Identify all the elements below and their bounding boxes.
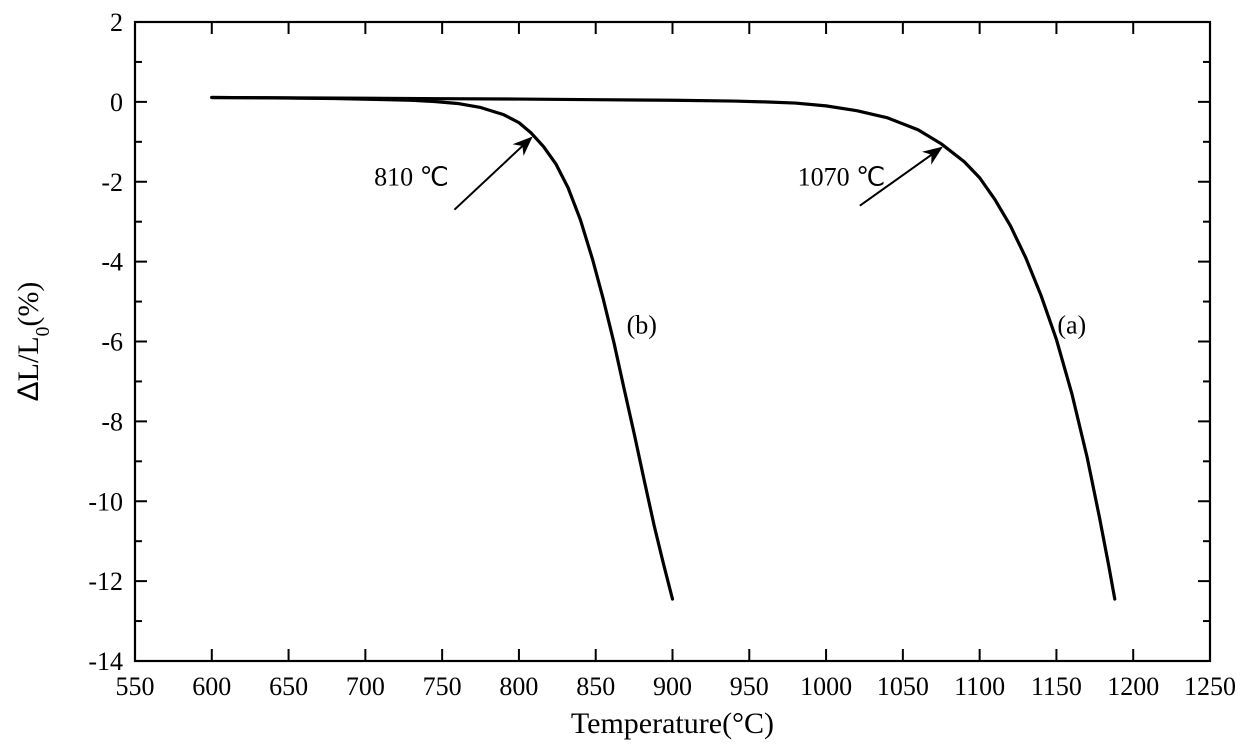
dilatometry-chart: 550 600 650 700 750 800 850 900 950 1000 1050 1100 1… xyxy=(0,0,1240,751)
annotation-text-a: 1070 ℃ xyxy=(798,163,886,192)
x-tick-label: 1100 xyxy=(954,672,1005,701)
series-label-b: (b) xyxy=(627,311,657,340)
x-tick-label: 1150 xyxy=(1031,672,1082,701)
x-tick-label: 850 xyxy=(576,672,615,701)
chart-svg: 550 600 650 700 750 800 850 900 950 1000 1050 1100 1… xyxy=(0,0,1240,751)
y-tick-label: 0 xyxy=(110,88,123,117)
y-tick-label: -6 xyxy=(101,328,123,357)
series-a xyxy=(212,97,1115,599)
y-tick-label: -2 xyxy=(101,168,123,197)
x-tick-label: 1200 xyxy=(1107,672,1159,701)
plot-frame xyxy=(135,22,1210,661)
y-tick-label: -10 xyxy=(88,487,123,516)
x-tick-label: 1000 xyxy=(800,672,852,701)
x-tick-label: 1250 xyxy=(1184,672,1236,701)
x-tick-label: 750 xyxy=(423,672,462,701)
x-tick-label: 900 xyxy=(653,672,692,701)
y-tick-label: 2 xyxy=(110,8,123,37)
x-tick-label: 800 xyxy=(499,672,538,701)
annotation-arrow-b xyxy=(454,138,531,210)
y-tick-label: -14 xyxy=(88,647,123,676)
y-tick-label: -12 xyxy=(88,567,123,596)
series-label-a: (a) xyxy=(1057,311,1086,340)
x-tick-label: 600 xyxy=(192,672,231,701)
x-tick-label: 550 xyxy=(116,672,155,701)
annotation-text-b: 810 ℃ xyxy=(374,163,449,192)
x-tick-label: 650 xyxy=(269,672,308,701)
x-tick-label: 950 xyxy=(730,672,769,701)
y-axis-label: ΔL/L0(%) xyxy=(12,282,54,402)
x-tick-label: 700 xyxy=(346,672,385,701)
x-tick-label: 1050 xyxy=(877,672,929,701)
y-tick-label: -8 xyxy=(101,407,123,436)
y-tick-label: -4 xyxy=(101,248,123,277)
x-axis-label: Temperature(°C) xyxy=(571,707,774,740)
